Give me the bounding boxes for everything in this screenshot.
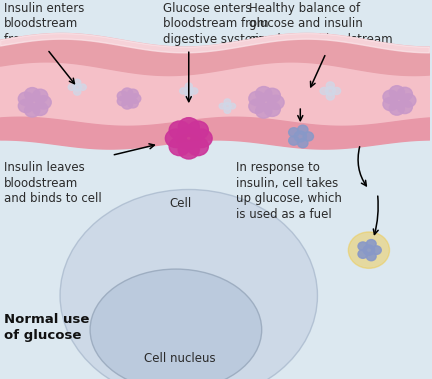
Circle shape: [187, 121, 208, 139]
Circle shape: [326, 93, 334, 100]
Circle shape: [73, 79, 81, 86]
Circle shape: [122, 93, 135, 104]
Circle shape: [25, 94, 43, 110]
Circle shape: [289, 128, 299, 137]
Circle shape: [256, 104, 272, 118]
Circle shape: [224, 99, 231, 105]
Circle shape: [25, 88, 40, 101]
Circle shape: [358, 250, 368, 258]
Circle shape: [185, 92, 192, 99]
Circle shape: [397, 87, 413, 101]
Circle shape: [358, 242, 368, 251]
Circle shape: [320, 87, 328, 95]
Circle shape: [298, 125, 308, 135]
Circle shape: [264, 102, 280, 116]
Circle shape: [348, 232, 390, 268]
Circle shape: [401, 94, 416, 107]
Circle shape: [25, 104, 40, 117]
Circle shape: [122, 88, 133, 97]
Text: Insulin leaves
bloodstream
and binds to cell: Insulin leaves bloodstream and binds to …: [4, 161, 102, 205]
Circle shape: [333, 87, 340, 95]
Circle shape: [229, 103, 235, 109]
Circle shape: [363, 245, 375, 255]
Circle shape: [122, 100, 133, 109]
Circle shape: [178, 141, 199, 159]
Circle shape: [18, 92, 33, 105]
Circle shape: [18, 99, 33, 113]
Ellipse shape: [60, 190, 318, 379]
Text: Healthy balance of
glucose and insulin
circulate in bloodstream: Healthy balance of glucose and insulin c…: [249, 2, 392, 46]
Circle shape: [165, 129, 186, 147]
Circle shape: [383, 90, 398, 103]
Circle shape: [303, 132, 314, 141]
Circle shape: [117, 91, 128, 101]
Text: Normal use
of glucose: Normal use of glucose: [4, 313, 90, 342]
Circle shape: [366, 252, 376, 261]
Circle shape: [32, 89, 48, 103]
Circle shape: [326, 82, 334, 89]
Circle shape: [169, 121, 190, 139]
Circle shape: [169, 137, 190, 156]
Circle shape: [73, 89, 81, 95]
Circle shape: [68, 84, 75, 90]
Circle shape: [178, 117, 199, 136]
Circle shape: [32, 102, 48, 116]
Circle shape: [389, 86, 404, 99]
Circle shape: [127, 99, 138, 108]
Circle shape: [294, 131, 306, 142]
Text: Cell: Cell: [169, 197, 191, 210]
Circle shape: [187, 137, 208, 156]
Circle shape: [397, 100, 413, 114]
Circle shape: [223, 103, 231, 110]
Circle shape: [383, 97, 398, 111]
Circle shape: [180, 88, 187, 94]
Circle shape: [191, 88, 198, 94]
Circle shape: [176, 127, 201, 149]
Circle shape: [36, 96, 51, 109]
Circle shape: [79, 84, 86, 90]
Circle shape: [73, 83, 82, 91]
Circle shape: [184, 87, 193, 95]
Circle shape: [117, 96, 128, 106]
Circle shape: [219, 103, 226, 109]
Circle shape: [249, 91, 265, 106]
Circle shape: [191, 129, 212, 147]
Text: Insulin enters
bloodstream
from pancreas: Insulin enters bloodstream from pancreas: [4, 2, 89, 46]
Text: In response to
insulin, cell takes
up glucose, which
is used as a fuel: In response to insulin, cell takes up gl…: [236, 161, 342, 221]
Circle shape: [298, 138, 308, 148]
Circle shape: [264, 88, 280, 103]
Circle shape: [372, 246, 381, 254]
Circle shape: [390, 92, 408, 108]
Circle shape: [389, 102, 404, 115]
Circle shape: [130, 94, 141, 103]
Text: Glucose enters
bloodstream from
digestive system
and liver: Glucose enters bloodstream from digestiv…: [163, 2, 269, 61]
Circle shape: [256, 86, 272, 101]
Ellipse shape: [90, 269, 262, 379]
Text: Cell nucleus: Cell nucleus: [144, 352, 216, 365]
Circle shape: [127, 89, 138, 99]
Circle shape: [256, 94, 276, 111]
Circle shape: [268, 95, 284, 110]
Circle shape: [224, 108, 231, 113]
Circle shape: [325, 87, 335, 95]
Circle shape: [185, 83, 192, 89]
Circle shape: [176, 134, 201, 156]
Circle shape: [366, 240, 376, 248]
Circle shape: [289, 136, 299, 145]
Circle shape: [249, 99, 265, 113]
